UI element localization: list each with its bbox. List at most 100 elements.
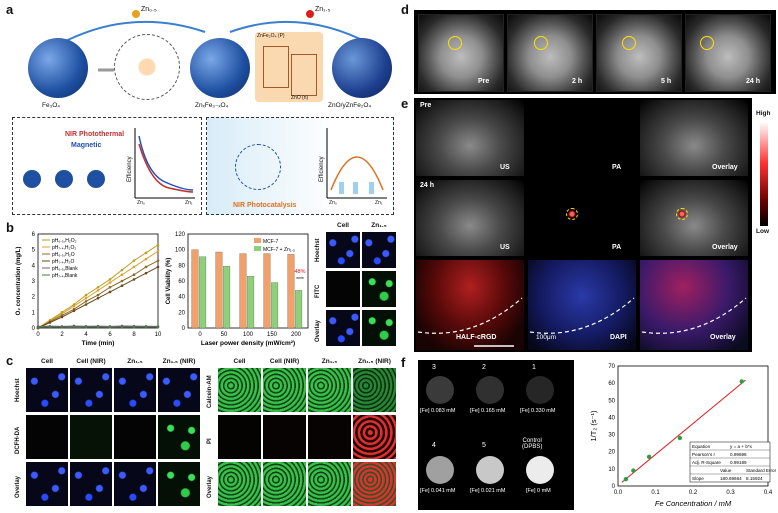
fit-table-cell: 0.99696 [730, 452, 747, 457]
mri-time-5h: 5 h [661, 78, 672, 85]
c-livedead-img [218, 462, 261, 506]
b-img-fitc-cell [326, 271, 360, 307]
x-tick-label: 10 [155, 332, 162, 338]
fit-table-cell: 8.15924 [746, 476, 763, 481]
mri-image-24h [685, 14, 771, 92]
photocatalysis-label: NIR Photocatalysis [233, 202, 297, 209]
x-axis-label: Fe Concentration / mM [655, 499, 732, 508]
y-tick-label: 0 [612, 484, 616, 490]
data-point [96, 296, 100, 300]
data-point [108, 285, 112, 289]
fit-table-cell: y = a + b*x [730, 444, 753, 449]
e-lbl-us1: US [500, 164, 510, 171]
colorbar-high: High [756, 110, 771, 117]
data-point [108, 325, 112, 329]
legend-label: pH₆.₅,Blank [52, 266, 78, 272]
fit-line [621, 379, 746, 483]
b-row-hoechst: Hoechst [315, 238, 321, 262]
data-point [132, 273, 136, 277]
e-lbl-ov2: Overlay [712, 244, 738, 251]
fit-table [689, 441, 771, 483]
y-tick-label: 1 [32, 310, 36, 316]
well-conc: [Fe] 0.021 mM [470, 488, 506, 494]
c-livedead-img [263, 462, 306, 506]
fe3o4-sphere [28, 38, 88, 98]
data-point [120, 279, 124, 283]
mri-roi-circle [534, 36, 548, 50]
c-livedead-img [218, 368, 261, 412]
legend-label: pH₇.₄,H₂O [52, 259, 74, 265]
e-overlay-signal [676, 208, 688, 220]
c-row-calcein: Calcein-AM [207, 375, 213, 408]
e-boundary-lines [417, 297, 747, 347]
data-point [96, 289, 100, 292]
mri-time-24h: 24 h [746, 78, 761, 85]
c-ros-img [26, 462, 68, 506]
magnetic-label: Magnetic [71, 142, 102, 149]
x-tick-label: 0.2 [689, 490, 698, 496]
data-point [96, 325, 100, 329]
e-dapi [528, 260, 636, 350]
c-ros-img [70, 462, 112, 506]
e-lbl-us2: US [500, 244, 510, 251]
b-microscopy-grid: Cell Zn₁.₅ Hoechst FITC Overlay [312, 222, 398, 352]
well-id: 2 [482, 364, 486, 371]
x-tick-label: 0.1 [651, 490, 660, 496]
fit-table-cell: 0.99189 [730, 460, 747, 465]
data-point [156, 325, 160, 329]
c-livedead-img [263, 415, 306, 459]
c-col-1: Cell [41, 358, 53, 365]
x-tick-label: 8 [132, 332, 136, 338]
band-n-label: ZnO (n) [291, 95, 309, 101]
x-tick-label: 4 [84, 332, 88, 338]
data-point [84, 303, 88, 306]
x-tick-label: 200 [291, 332, 302, 338]
data-point [132, 325, 136, 329]
b-col-zn: Zn₁.₅ [371, 222, 387, 229]
y-axis-label: Cell Viability (%) [166, 258, 172, 305]
c-ros-img [114, 368, 156, 412]
y-tick-label: 30 [608, 433, 615, 439]
well-3 [426, 376, 454, 404]
legend-label: pH₇.₄,H₂O₂ [52, 245, 76, 251]
well-id: Control (DPBS) [522, 438, 543, 450]
c2-col-2: Cell (NIR) [269, 358, 300, 365]
c2-col-4: Zn₁.₅ (NIR) [358, 358, 391, 365]
mri-image-pre [418, 14, 504, 92]
data-point [144, 271, 148, 275]
plot-frame [617, 365, 769, 487]
bar [263, 253, 271, 329]
e-us-24h [416, 180, 524, 256]
e-overlay-pre [640, 100, 748, 176]
data-point [120, 284, 124, 287]
fit-table-cell: Slope [692, 476, 704, 481]
legend-label: pH₆.₅,H₂O [52, 252, 75, 258]
left-x1: Zn₁ [185, 200, 193, 206]
x-tick-label: 0.0 [614, 490, 623, 496]
y-tick-label: 20 [608, 450, 615, 456]
c-livedead-img [353, 368, 396, 412]
data-point [60, 315, 64, 319]
c-col-3: Zn₁.₅ [127, 358, 143, 365]
well-2 [476, 376, 504, 404]
x-tick-label: 150 [267, 332, 278, 338]
e-pa-24h [528, 180, 636, 256]
c-ros-img [158, 415, 200, 459]
bar [287, 254, 295, 329]
c-livedead-img [353, 462, 396, 506]
bar [239, 253, 247, 329]
schematic-arrows [59, 10, 371, 72]
band-box-p [263, 46, 289, 88]
c-livedead-img [308, 415, 351, 459]
b-row-fitc: FITC [315, 284, 321, 298]
c-ros-img [70, 415, 112, 459]
cell-viability-bar-chart: 0 20 40 60 80 100 120 0 50 100 150 200 Laser power d… [166, 232, 309, 347]
data-point [72, 304, 76, 308]
y-tick-label: 40 [178, 295, 185, 301]
bar [247, 276, 255, 329]
y-tick-label: 4 [32, 263, 36, 269]
legend-label: pH₇.₄,Blank [52, 273, 78, 279]
c-row-dcfh: DCFH-DA [15, 426, 21, 454]
legend-swatch [254, 246, 261, 251]
e-us-pre [416, 100, 524, 176]
